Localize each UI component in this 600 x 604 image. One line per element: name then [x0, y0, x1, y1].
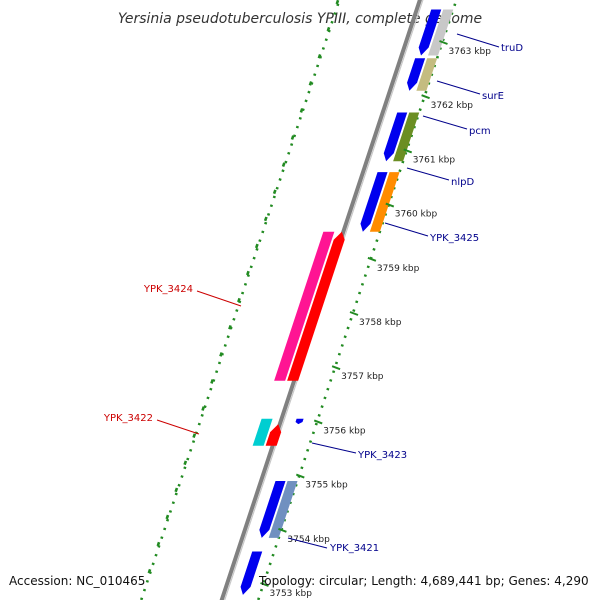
gene-label-leader: [311, 442, 357, 454]
outer-ruler-dash: [335, 0, 340, 5]
feature-fwd-cds-4[interactable]: [383, 112, 408, 162]
outer-ruler-dash: [183, 460, 188, 466]
tick-mark: [439, 40, 448, 45]
gene-label[interactable]: surE: [482, 91, 504, 102]
outer-ruler-dash: [326, 26, 331, 32]
tick-label: 3757 kbp: [341, 372, 384, 382]
outer-ruler-dash: [254, 243, 259, 249]
outer-ruler-dash: [281, 162, 286, 168]
feature-rev-cds-12[interactable]: [265, 424, 282, 446]
tick-mark: [403, 148, 413, 154]
topology-text: Topology: circular; Length: 4,689,441 bp…: [259, 574, 589, 588]
tick-label: 3756 kbp: [323, 426, 366, 436]
outer-ruler-dash: [308, 81, 313, 86]
gene-label[interactable]: pcm: [469, 126, 491, 137]
gene-label[interactable]: YPK_3422: [103, 413, 153, 424]
outer-ruler-dash: [201, 406, 206, 411]
feature-rev-gene-8[interactable]: [274, 231, 335, 381]
outer-ruler-dash: [228, 324, 232, 330]
tick-mark: [367, 256, 377, 262]
tick-label: 3758 kbp: [359, 318, 402, 328]
tick-label: 3763 kbp: [449, 47, 492, 57]
tick-mark: [331, 365, 341, 371]
outer-ruler-dotted-line: [138, 0, 341, 604]
outer-ruler-dash: [299, 108, 304, 113]
outer-ruler-dash: [165, 514, 170, 520]
tick-label: 3760 kbp: [395, 210, 438, 220]
gene-label[interactable]: YPK_3425: [429, 233, 479, 244]
inner-ruler-dotted-line: [255, 0, 458, 604]
outer-ruler-dash: [272, 189, 277, 195]
feature-fwd-cds-6[interactable]: [360, 172, 388, 232]
outer-ruler-dash: [263, 216, 268, 222]
gene-label-leader: [287, 537, 328, 549]
gene-label-leader: [156, 419, 200, 435]
gene-label-leader: [406, 167, 450, 181]
feature-fwd-gene-7[interactable]: [369, 172, 400, 232]
feature-fwd-small-10[interactable]: [295, 418, 304, 425]
gene-label-leader: [436, 80, 481, 95]
outer-ruler-dash: [219, 352, 223, 357]
outer-ruler-dash: [237, 297, 241, 303]
feature-fwd-cds-13[interactable]: [259, 481, 286, 538]
outer-ruler-dash: [192, 433, 197, 439]
feature-fwd-gene-3[interactable]: [416, 58, 438, 91]
tick-mark: [260, 582, 269, 587]
outer-ruler-dash: [147, 568, 152, 574]
tick-mark: [385, 202, 395, 208]
outer-ruler-dash: [156, 541, 161, 547]
gene-label[interactable]: YPK_3421: [329, 543, 379, 554]
feature-fwd-cds-0[interactable]: [418, 9, 442, 56]
outer-ruler-dash: [246, 270, 250, 276]
tick-label: 3753 kbp: [270, 589, 313, 599]
gene-label-leader: [422, 115, 468, 130]
accession-text: Accession: NC_010465: [9, 574, 146, 588]
tick-label: 3761 kbp: [413, 155, 456, 165]
tick-label: 3762 kbp: [431, 101, 474, 111]
tick-label: 3759 kbp: [377, 264, 420, 274]
tick-mark: [313, 419, 323, 425]
tick-mark: [349, 311, 359, 316]
tick-label: 3755 kbp: [305, 481, 348, 491]
feature-fwd-gene-1[interactable]: [428, 9, 454, 56]
tick-mark: [421, 94, 430, 100]
gene-label-leader: [456, 33, 500, 48]
feature-fwd-cds-2[interactable]: [407, 58, 426, 91]
gene-label[interactable]: nlpD: [451, 177, 474, 188]
outer-ruler-dash: [210, 379, 214, 384]
outer-ruler-dash: [174, 487, 179, 493]
gene-label[interactable]: YPK_3424: [143, 284, 193, 295]
outer-ruler-dash: [290, 135, 295, 140]
outer-ruler-dash: [317, 53, 322, 59]
tick-mark: [295, 473, 305, 479]
tick-label: 3754 kbp: [287, 535, 330, 545]
feature-fwd-gene-14[interactable]: [268, 481, 298, 538]
feature-fwd-cds-15[interactable]: [240, 551, 263, 595]
feature-rev-cds-9[interactable]: [287, 231, 345, 381]
gene-label[interactable]: YPK_3423: [357, 450, 407, 461]
feature-fwd-gene-5[interactable]: [393, 112, 420, 162]
gene-label-leader: [384, 222, 429, 237]
map-title: Yersinia pseudotuberculosis YPIII, compl…: [118, 11, 482, 27]
gene-label[interactable]: truD: [501, 43, 523, 54]
feature-rev-gene-11[interactable]: [252, 418, 273, 446]
gene-label-leader: [196, 290, 242, 307]
tick-mark: [278, 527, 287, 533]
